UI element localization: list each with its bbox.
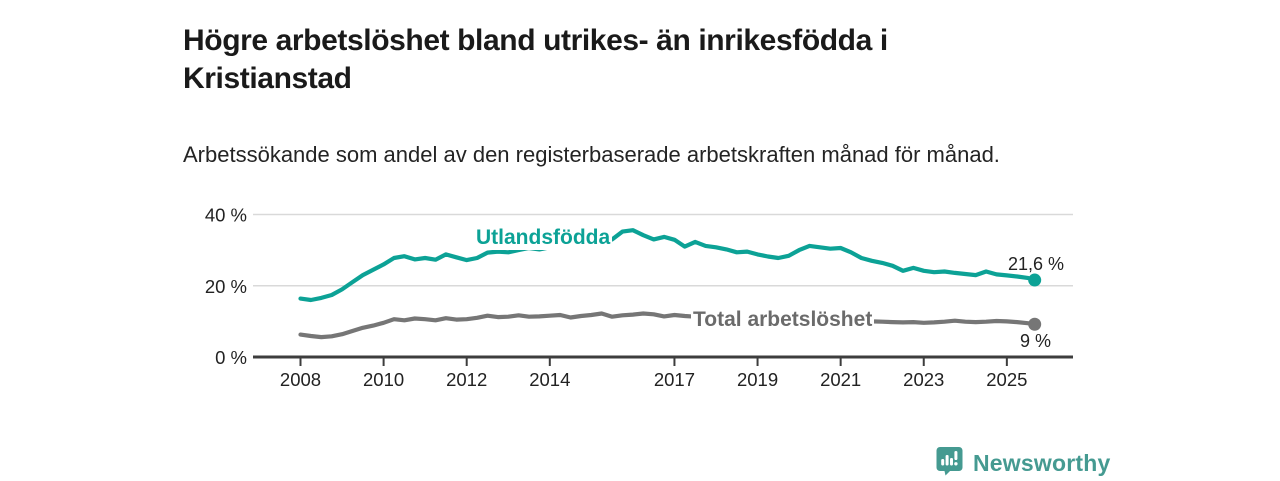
y-tick-label: 40 % <box>205 205 247 226</box>
brand-name: Newsworthy <box>973 450 1111 476</box>
series-end-dot-utlandsfodda <box>1028 273 1042 287</box>
chart-subtitle: Arbetssökande som andel av den registerb… <box>183 142 1000 167</box>
x-tick-label: 2019 <box>737 369 778 390</box>
x-tick-label: 2017 <box>654 369 695 390</box>
end-value-label-total: 9 % <box>1020 331 1052 351</box>
x-tick-label: 2012 <box>446 369 487 390</box>
y-tick-label: 20 % <box>205 276 247 297</box>
x-tick-label: 2025 <box>986 369 1027 390</box>
x-tick-label: 2021 <box>820 369 861 390</box>
x-tick-label: 2010 <box>363 369 404 390</box>
series-label-utlandsfodda: Utlandsfödda <box>474 226 613 250</box>
series-label-total-arbetsloshet: Total arbetslöshet <box>691 308 875 332</box>
series-line-total <box>298 311 1037 340</box>
end-value-label-utlandsfodda: 21,6 % <box>1008 254 1065 274</box>
series-end-dot-total <box>1028 317 1042 331</box>
page-title: Högre arbetslöshet bland utrikes- än inr… <box>183 24 888 96</box>
x-tick-label: 2014 <box>529 369 570 390</box>
speech-bubble-shape <box>936 447 963 476</box>
newsworthy-logo-icon <box>936 446 963 481</box>
x-tick-label: 2008 <box>280 369 321 390</box>
x-tick-label: 2023 <box>903 369 944 390</box>
series-line-utlandsfodda <box>298 228 1037 303</box>
y-tick-label: 0 % <box>215 347 247 368</box>
newsworthy-brand: Newsworthy <box>936 446 1110 481</box>
